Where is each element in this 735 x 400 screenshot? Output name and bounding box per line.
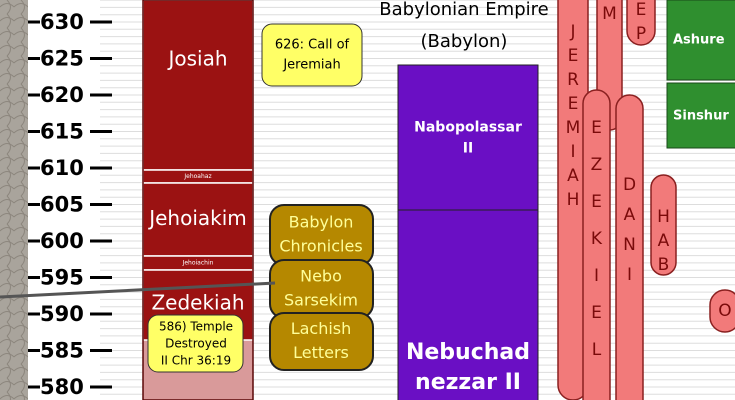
- note: [261, 23, 363, 87]
- note-text: II Chr 36:19: [161, 354, 231, 368]
- prophet-letter: N: [623, 235, 636, 255]
- pointer-line: [0, 281, 276, 299]
- babylon-king-label: Nebuchad: [406, 340, 530, 365]
- year-label: 620: [40, 83, 84, 107]
- artifact-text: Lachish: [291, 319, 352, 338]
- prophet-bar: [709, 289, 735, 333]
- prophet-letter: I: [627, 265, 632, 285]
- babylon-king-label: Nabopolassar: [414, 120, 522, 136]
- year-label: 615: [40, 120, 84, 144]
- empire-subtitle: (Babylon): [421, 31, 508, 52]
- artifact-text: Letters: [293, 343, 349, 362]
- prophet-letter: E: [591, 303, 602, 323]
- prophet-letter: E: [568, 94, 579, 114]
- prophet-bar: [582, 89, 611, 400]
- year-label: 605: [40, 193, 84, 217]
- king-label: Jehoahaz: [183, 173, 211, 180]
- prophet-letter: M: [602, 4, 617, 24]
- prophet-letter: J: [569, 22, 575, 42]
- note-text: Jeremiah: [282, 58, 340, 73]
- year-label: 585: [40, 339, 84, 363]
- king-label: Jehoiakim: [147, 206, 247, 230]
- artifact-text: Babylon: [289, 213, 354, 232]
- prophet-bar: [615, 94, 644, 400]
- year-label: 600: [40, 229, 84, 253]
- assyria-label: Sinshur: [673, 109, 729, 124]
- note-text: 626: Call of: [275, 38, 350, 53]
- king-label: Josiah: [166, 47, 227, 71]
- king-label: Zedekiah: [151, 291, 244, 315]
- prophet-letter: K: [591, 229, 603, 249]
- year-label: 625: [40, 47, 84, 71]
- note-text: Destroyed: [165, 337, 227, 351]
- prophet-letter: P: [636, 24, 646, 44]
- year-label: 580: [40, 375, 84, 399]
- assyria-block: [666, 0, 735, 81]
- prophet-letter: H: [657, 207, 670, 227]
- prophet-letter: M: [566, 118, 581, 138]
- note-text: 586) Temple: [159, 320, 233, 334]
- babylon-king-label: II: [463, 141, 473, 157]
- prophet-bar: [626, 0, 656, 46]
- assyria-block: [666, 82, 735, 149]
- prophet-letter: E: [591, 192, 602, 212]
- prophet-letter: E: [568, 46, 579, 66]
- artifact-text: Nebo: [300, 267, 342, 286]
- prophet-letter: Z: [591, 155, 603, 175]
- prophet-letter: A: [658, 231, 670, 251]
- prophet-letter: E: [591, 118, 602, 138]
- babylon-king: [397, 64, 539, 211]
- prophet-letter: O: [718, 301, 731, 321]
- kings-outline: [142, 0, 254, 400]
- prophet-letter: B: [658, 255, 670, 275]
- prophet-bar: [650, 174, 677, 276]
- artifact-text: Sarsekim: [284, 291, 358, 310]
- year-label: 590: [40, 302, 84, 326]
- note: [147, 314, 244, 373]
- prophet-letter: R: [567, 70, 579, 90]
- prophet-letter: I: [594, 266, 599, 286]
- empire-title: Babylonian Empire: [379, 0, 548, 20]
- prophet-letter: A: [567, 166, 579, 186]
- stone-strip: [0, 0, 28, 400]
- artifact: [269, 312, 374, 371]
- artifact-text: Chronicles: [279, 237, 362, 256]
- prophet-letter: D: [623, 175, 636, 195]
- year-label: 630: [40, 10, 84, 34]
- year-label: 595: [40, 266, 84, 290]
- year-label: 610: [40, 156, 84, 180]
- prophet-letter: E: [636, 0, 647, 20]
- king-block: [142, 0, 254, 171]
- assyria-label: Ashure: [673, 33, 725, 48]
- prophet-letter: H: [567, 190, 580, 210]
- king-label: Jehoiachin: [182, 260, 214, 267]
- prophet-letter: L: [592, 340, 602, 360]
- prophet-letter: A: [624, 205, 636, 225]
- babylon-king: [397, 209, 539, 400]
- babylon-king-label: nezzar II: [415, 370, 521, 395]
- prophet-letter: I: [570, 142, 575, 162]
